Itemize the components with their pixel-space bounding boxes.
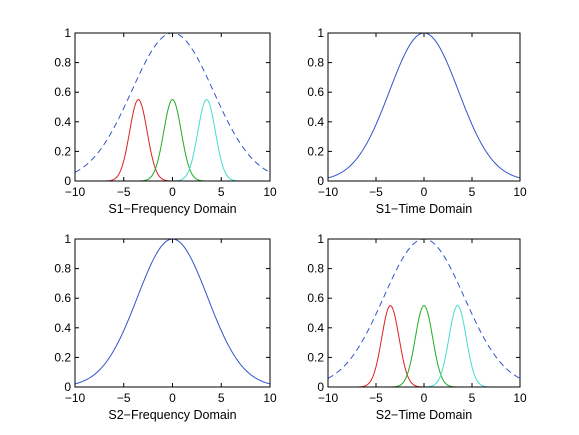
x-tick-label: −10 <box>65 185 86 199</box>
y-tick-label: 0.2 <box>54 350 71 364</box>
y-tick-label: 0.4 <box>307 321 324 335</box>
series-line-2 <box>328 305 520 387</box>
series-line-1 <box>75 238 270 385</box>
y-tick-label: 1 <box>64 26 71 40</box>
axes-box <box>327 238 521 388</box>
series-line-4 <box>328 305 520 387</box>
y-tick-label: 1 <box>317 232 324 246</box>
y-tick-label: 0.6 <box>307 85 324 99</box>
subplot-2: −10 −5 0 5 10 0 0.2 0.4 0.6 0.8 1 S1−Time Domain <box>307 26 527 216</box>
x-tick-label: 0 <box>169 185 176 199</box>
x-tick-label: 10 <box>513 391 527 405</box>
series-group <box>328 238 520 387</box>
x-tick-label: 5 <box>218 185 225 199</box>
y-tick-label: 1 <box>317 26 324 40</box>
series-line-4 <box>75 99 270 181</box>
y-tick-label: 0.4 <box>54 321 71 335</box>
axes-box <box>74 32 271 182</box>
x-tick-label: −10 <box>318 391 339 405</box>
y-tick-label: 0.2 <box>307 144 324 158</box>
x-tick-label: 5 <box>469 185 476 199</box>
y-tick-label: 0.6 <box>54 85 71 99</box>
y-tick-label: 0.8 <box>54 262 71 276</box>
x-tick-label: 0 <box>169 391 176 405</box>
x-tick-label: 10 <box>263 391 277 405</box>
x-axis-label: S1−Time Domain <box>376 202 472 216</box>
subplot-3: −10 −5 0 5 10 0 0.2 0.4 0.6 0.8 1 S2−Frequency Doma… <box>54 232 277 422</box>
subplot-1: −10 −5 0 5 10 0 0.2 0.4 0.6 0.8 1 S1−Frequency Doma… <box>54 26 277 216</box>
series-line-1 <box>75 32 270 173</box>
series-line-1 <box>328 32 520 179</box>
y-tick-label: 1 <box>64 232 71 246</box>
y-tick-label: 0 <box>317 174 324 188</box>
x-tick-label: 10 <box>263 185 277 199</box>
series-group <box>328 32 520 179</box>
x-tick-label: 0 <box>421 391 428 405</box>
y-tick-label: 0.8 <box>307 262 324 276</box>
series-line-1 <box>328 238 520 379</box>
y-tick-label: 0.6 <box>54 291 71 305</box>
x-axis-label: S2−Time Domain <box>376 408 472 422</box>
series-line-2 <box>75 99 270 181</box>
y-tick-label: 0.4 <box>54 115 71 129</box>
y-tick-label: 0.2 <box>307 350 324 364</box>
x-axis-label: S2−Frequency Domain <box>108 408 236 422</box>
y-tick-label: 0 <box>317 380 324 394</box>
y-tick-label: 0.8 <box>307 56 324 70</box>
series-line-3 <box>328 305 520 387</box>
x-tick-label: −5 <box>117 185 131 199</box>
y-tick-label: 0.2 <box>54 144 71 158</box>
x-tick-label: −10 <box>318 185 339 199</box>
y-tick-label: 0 <box>64 380 71 394</box>
y-tick-label: 0.8 <box>54 56 71 70</box>
x-tick-label: 5 <box>218 391 225 405</box>
x-tick-label: 0 <box>421 185 428 199</box>
y-tick-label: 0.6 <box>307 291 324 305</box>
x-tick-label: 5 <box>469 391 476 405</box>
subplot-4: −10 −5 0 5 10 0 0.2 0.4 0.6 0.8 1 S2−Time Domain <box>307 232 527 422</box>
x-tick-label: −5 <box>369 185 383 199</box>
series-group <box>75 238 270 385</box>
series-line-3 <box>75 99 270 181</box>
x-tick-label: −5 <box>369 391 383 405</box>
x-tick-label: 10 <box>513 185 527 199</box>
x-axis-label: S1−Frequency Domain <box>108 202 236 216</box>
y-tick-label: 0 <box>64 174 71 188</box>
y-tick-label: 0.4 <box>307 115 324 129</box>
series-group <box>75 32 270 181</box>
x-tick-label: −5 <box>117 391 131 405</box>
x-tick-label: −10 <box>65 391 86 405</box>
